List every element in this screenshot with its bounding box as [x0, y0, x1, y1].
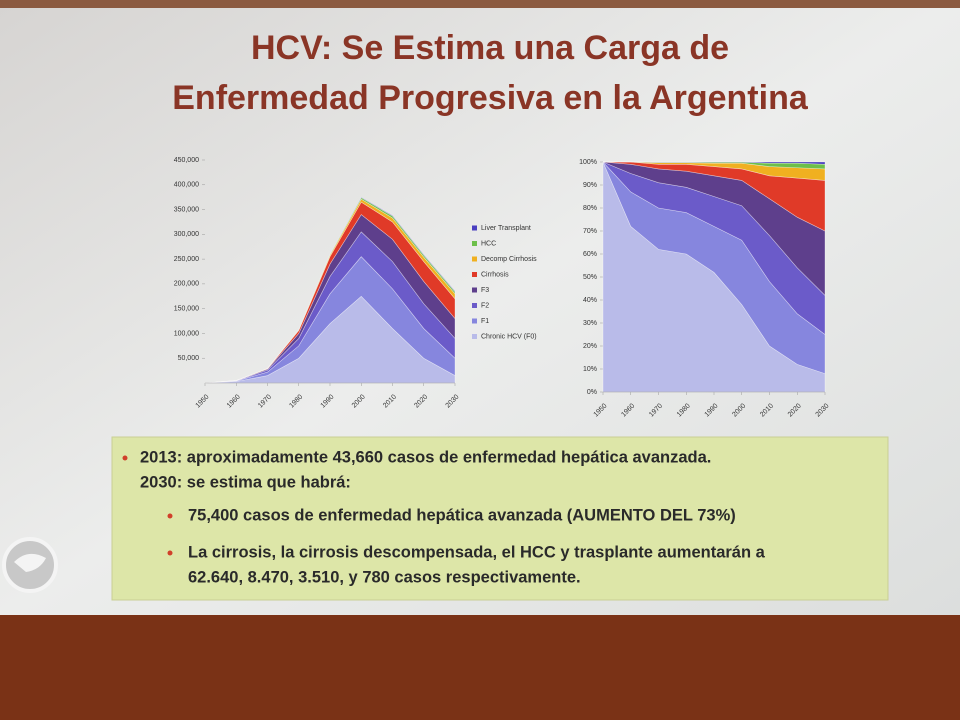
bullet-dot [167, 513, 173, 519]
legend-swatch [472, 272, 477, 277]
y-tick-label: 60% [583, 251, 597, 258]
y-tick-label: 400,000 [174, 182, 199, 189]
legend-label: F3 [481, 287, 489, 294]
bullet-text: 62.640, 8.470, 3.510, y 780 casos respec… [188, 568, 581, 586]
legend-swatch [472, 287, 477, 293]
legend-swatch [472, 256, 477, 262]
y-tick-label: 20% [583, 343, 597, 350]
y-tick-label: 10% [583, 366, 597, 373]
legend-label: F2 [481, 302, 489, 309]
bullet-text: 2013: aproximadamente 43,660 casos de en… [140, 448, 711, 466]
y-tick-label: 90% [583, 182, 597, 189]
y-tick-label: 50% [583, 274, 597, 281]
y-tick-label: 350,000 [174, 206, 199, 213]
area [204, 196, 456, 384]
area [603, 161, 826, 165]
y-tick-label: 250,000 [174, 256, 199, 263]
slide-title: HCV: Se Estima una Carga de [251, 29, 729, 67]
legend-label: HCC [481, 240, 496, 247]
logo-mark [14, 553, 46, 572]
y-tick-label: 40% [583, 297, 597, 304]
legend-label: Liver Transplant [481, 225, 531, 232]
y-tick-label: 300,000 [174, 231, 199, 238]
y-tick-label: 50,000 [178, 355, 200, 362]
y-tick-label: 100% [579, 159, 597, 166]
legend-label: Decomp Cirrhosis [481, 256, 537, 263]
legend-label: Cirrhosis [481, 271, 509, 278]
legend-swatch [472, 241, 477, 246]
bullet-dot [122, 455, 128, 461]
text-box [111, 436, 889, 601]
legend-swatch [472, 303, 477, 308]
y-tick-label: 30% [583, 320, 597, 327]
bullet-text: 75,400 casos de enfermedad hepática avan… [188, 506, 736, 524]
bullet-text: 2030: se estima que habrá: [140, 473, 351, 491]
legend-label: F1 [481, 318, 489, 325]
legend-swatch [472, 334, 477, 339]
y-tick-label: 0% [587, 389, 597, 396]
y-tick-label: 200,000 [174, 281, 199, 288]
y-tick-label: 450,000 [174, 157, 199, 164]
y-tick-label: 80% [583, 205, 597, 212]
legend-swatch [472, 318, 477, 324]
bullet-text: La cirrosis, la cirrosis descompensada, … [188, 543, 766, 561]
legend-label: Chronic HCV (F0) [481, 333, 537, 340]
y-tick-label: 100,000 [174, 330, 199, 337]
top-edge [0, 0, 960, 8]
legend-swatch [472, 225, 477, 231]
y-tick-label: 150,000 [174, 306, 199, 313]
bullet-dot [167, 550, 173, 556]
y-tick-label: 70% [583, 228, 597, 235]
slide-title: Enfermedad Progresiva en la Argentina [172, 79, 809, 117]
